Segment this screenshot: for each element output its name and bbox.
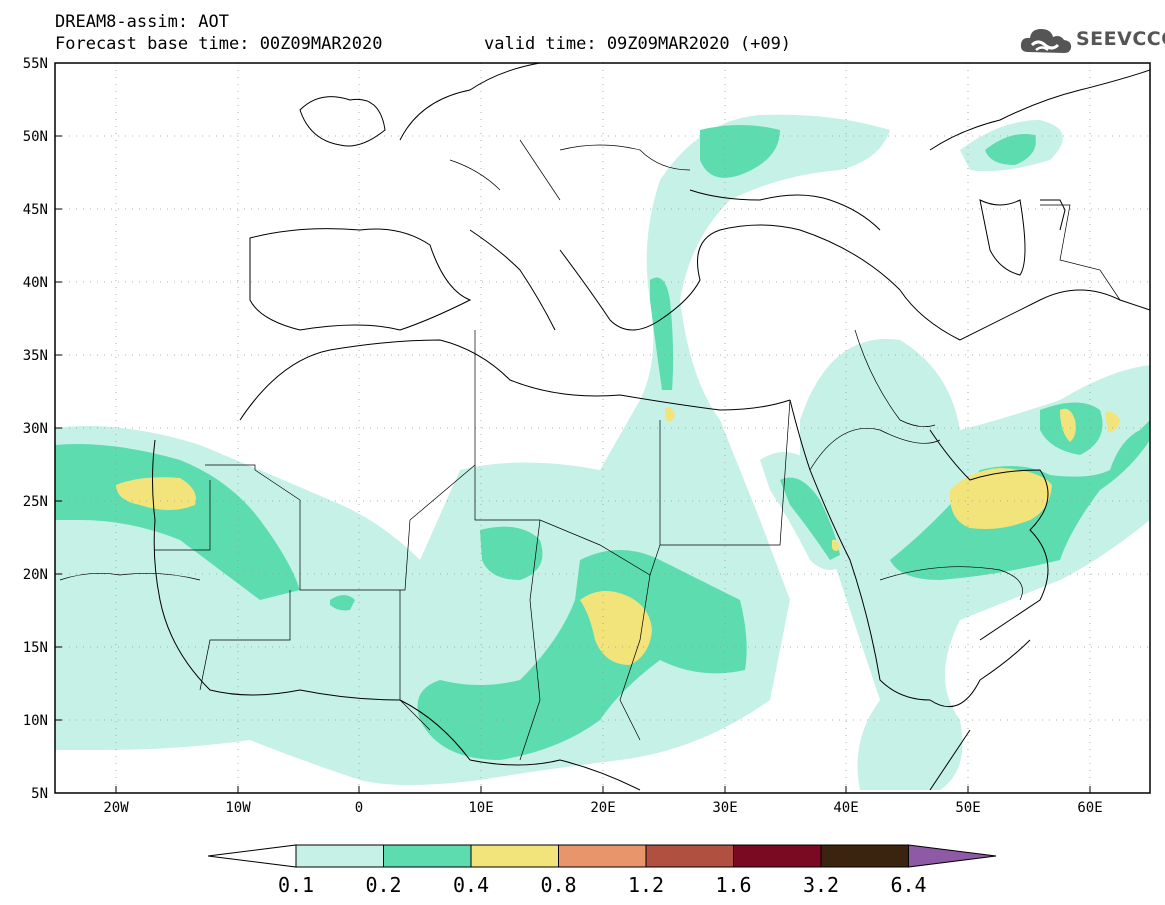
lat-label: 40N (23, 275, 48, 291)
longitude-labels: 20W 10W 0 10E 20E 30E 40E 50E 60E (103, 800, 1102, 816)
colorbar-label: 0.2 (365, 873, 401, 897)
lon-label: 20E (590, 800, 615, 816)
colorbar-label: 0.8 (540, 873, 576, 897)
lon-label: 30E (712, 800, 737, 816)
colorbar-swatch (383, 844, 472, 868)
forecast-base-time: Forecast base time: 00Z09MAR2020 (55, 34, 383, 54)
colorbar-label: 1.2 (628, 873, 664, 897)
logo-text: SEEVCCC (1076, 28, 1165, 50)
lon-label: 10W (225, 800, 251, 816)
latitude-labels: 55N 50N 45N 40N 35N 30N 25N 20N 15N 10N … (23, 56, 48, 802)
seevccc-logo: SEEVCCC (1018, 24, 1165, 58)
colorbar-label: 0.1 (278, 873, 314, 897)
colorbar-labels: 0.1 0.2 0.4 0.8 1.2 1.6 3.2 6.4 (278, 873, 927, 897)
colorbar-upper-arrow (908, 844, 997, 868)
country-borders (59, 139, 1121, 761)
lat-label: 25N (23, 494, 48, 510)
colorbar-swatch (295, 844, 384, 868)
lat-label: 55N (23, 56, 48, 72)
lat-label: 30N (23, 421, 48, 437)
lat-label: 45N (23, 202, 48, 218)
colorbar-swatch (558, 844, 647, 868)
lon-label: 40E (833, 800, 858, 816)
lon-label: 50E (955, 800, 980, 816)
axis-ticks (55, 135, 1091, 793)
colorbar-swatch (470, 844, 559, 868)
lat-label: 20N (23, 567, 48, 583)
map-title: DREAM8-assim: AOT (55, 12, 229, 32)
aot-field (55, 114, 1150, 790)
colorbar-swatch (645, 844, 734, 868)
lat-label: 35N (23, 348, 48, 364)
lon-label: 20W (103, 800, 129, 816)
lat-label: 50N (23, 129, 48, 145)
colorbar-label: 6.4 (890, 873, 926, 897)
colorbar (207, 844, 997, 868)
colorbar-swatch (820, 844, 909, 868)
colorbar-label: 0.4 (453, 873, 489, 897)
lat-label: 15N (23, 640, 48, 656)
lat-label: 10N (23, 713, 48, 729)
lon-label: 60E (1077, 800, 1102, 816)
colorbar-label: 1.6 (715, 873, 751, 897)
lon-label: 10E (468, 800, 493, 816)
colorbar-label: 3.2 (803, 873, 839, 897)
valid-time: valid time: 09Z09MAR2020 (+09) (484, 34, 792, 54)
graticule (55, 63, 1150, 793)
colorbar-lower-arrow (207, 844, 297, 868)
lat-label: 5N (31, 786, 48, 802)
cloud-icon (1020, 29, 1072, 53)
colorbar-swatch (733, 844, 822, 868)
lon-label: 0 (355, 800, 363, 816)
aot-band-0.4 (116, 407, 1120, 665)
